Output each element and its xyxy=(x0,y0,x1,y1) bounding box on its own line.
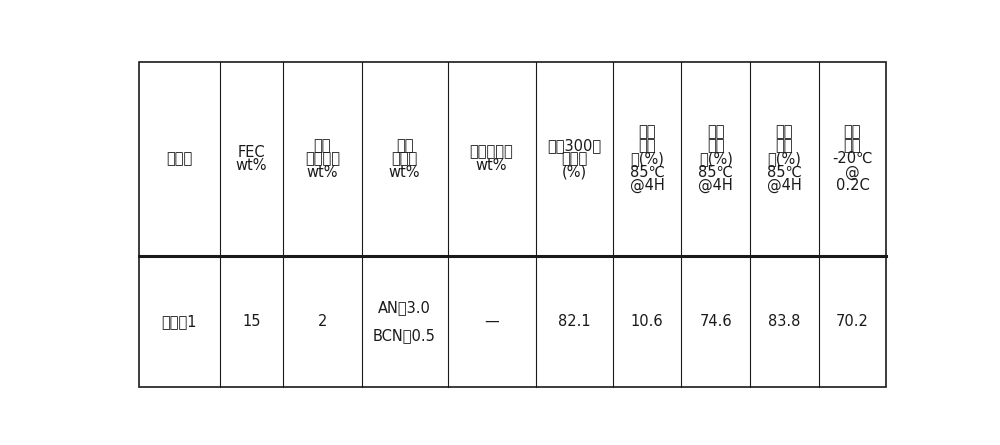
Text: 放电: 放电 xyxy=(844,138,861,153)
Text: —: — xyxy=(484,314,499,329)
Text: 83.8: 83.8 xyxy=(768,314,801,329)
Text: FEC: FEC xyxy=(238,145,265,160)
Text: 率(%): 率(%) xyxy=(768,151,801,166)
Text: 82.1: 82.1 xyxy=(558,314,590,329)
Text: 容量: 容量 xyxy=(707,125,724,140)
Text: 厚度: 厚度 xyxy=(638,125,656,140)
Text: 率(%): 率(%) xyxy=(630,151,664,166)
Text: BCN：0.5: BCN：0.5 xyxy=(373,328,436,343)
Text: 85℃: 85℃ xyxy=(698,165,733,180)
Text: 恢复: 恢复 xyxy=(776,138,793,153)
Text: AN：3.0: AN：3.0 xyxy=(378,300,431,315)
Text: @4H: @4H xyxy=(698,178,733,193)
Text: @4H: @4H xyxy=(630,178,664,193)
Text: 85℃: 85℃ xyxy=(630,165,664,180)
Text: @: @ xyxy=(845,165,860,180)
Text: 其他添加剂: 其他添加剂 xyxy=(470,145,513,160)
Text: wt%: wt% xyxy=(307,165,338,180)
Text: 70.2: 70.2 xyxy=(836,314,869,329)
Text: 三氟: 三氟 xyxy=(314,138,331,153)
Text: 2: 2 xyxy=(318,314,327,329)
Text: 实施例: 实施例 xyxy=(166,151,192,166)
Text: 循环300周: 循环300周 xyxy=(547,138,601,153)
Text: (%): (%) xyxy=(562,165,587,180)
Text: 膨胀: 膨胀 xyxy=(638,138,656,153)
Text: 实施例1: 实施例1 xyxy=(162,314,197,329)
Text: 0.2C: 0.2C xyxy=(836,178,869,193)
Text: -20℃: -20℃ xyxy=(832,151,873,166)
Text: 容量: 容量 xyxy=(776,125,793,140)
Text: 甲磺酸锂: 甲磺酸锂 xyxy=(305,151,340,166)
Text: wt%: wt% xyxy=(476,158,507,173)
Text: 二腈: 二腈 xyxy=(396,138,413,153)
Text: 保持: 保持 xyxy=(707,138,724,153)
Text: 74.6: 74.6 xyxy=(699,314,732,329)
Text: 低温: 低温 xyxy=(844,125,861,140)
Text: 保持率: 保持率 xyxy=(561,151,587,166)
Text: 85℃: 85℃ xyxy=(767,165,802,180)
Text: 化合物: 化合物 xyxy=(391,151,418,166)
Text: 15: 15 xyxy=(242,314,261,329)
Text: @4H: @4H xyxy=(767,178,802,193)
Text: wt%: wt% xyxy=(236,158,267,173)
Text: 10.6: 10.6 xyxy=(631,314,663,329)
Text: wt%: wt% xyxy=(389,165,420,180)
Text: 率(%): 率(%) xyxy=(699,151,733,166)
